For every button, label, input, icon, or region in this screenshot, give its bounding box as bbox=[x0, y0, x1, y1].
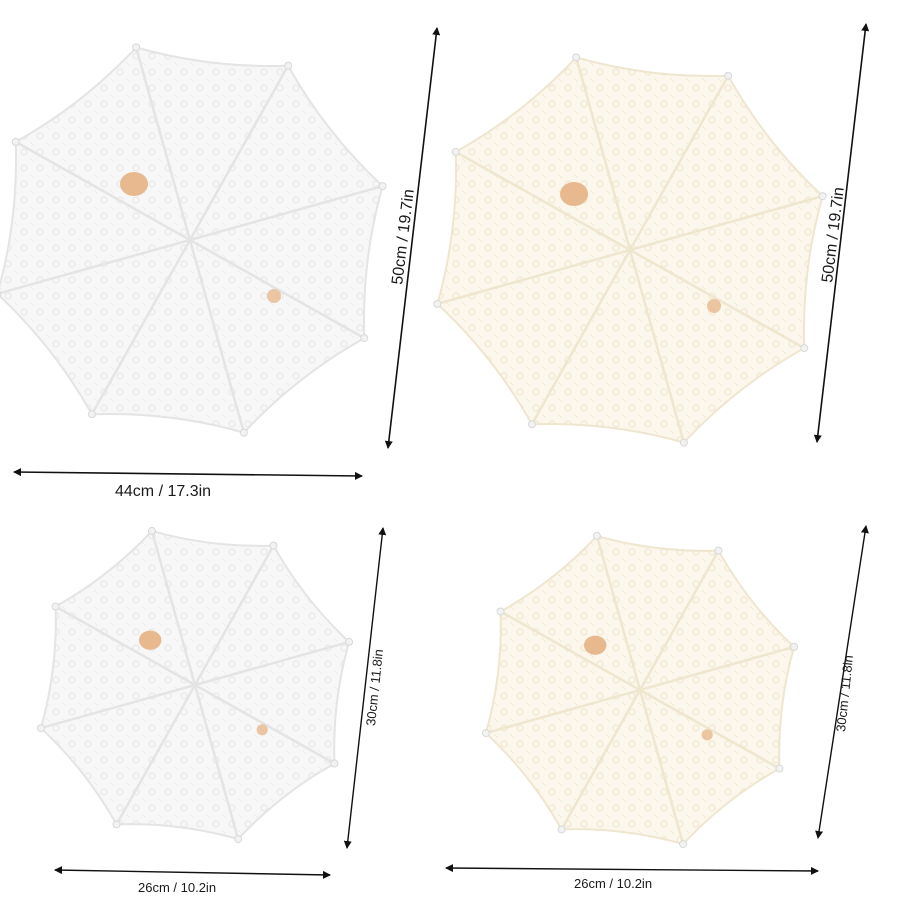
rib bbox=[638, 549, 720, 691]
rib bbox=[437, 248, 631, 306]
rib bbox=[639, 688, 781, 770]
rib-tip bbox=[790, 642, 799, 651]
rib-tip bbox=[284, 61, 293, 70]
width-arrow-small-white bbox=[54, 866, 331, 879]
rib-tip bbox=[239, 428, 248, 437]
rib-tip bbox=[345, 637, 354, 646]
height-arrow-small-beige bbox=[815, 525, 869, 839]
umbrella-small-white bbox=[36, 526, 354, 844]
rib-tip bbox=[818, 192, 827, 201]
height-arrow-large-beige bbox=[813, 23, 870, 443]
rib bbox=[639, 645, 795, 692]
rib bbox=[0, 238, 191, 295]
rib-tip bbox=[714, 546, 723, 555]
wooden-knob bbox=[120, 172, 148, 196]
rib bbox=[40, 683, 196, 730]
rib bbox=[90, 239, 192, 415]
rib-tip bbox=[132, 43, 141, 52]
rib bbox=[115, 684, 197, 826]
rib bbox=[629, 248, 805, 350]
rib-tip bbox=[360, 334, 369, 343]
width-label-small-beige: 26cm / 10.2in bbox=[574, 876, 653, 891]
rib-tip bbox=[112, 820, 121, 829]
rib-tip bbox=[36, 724, 45, 733]
rib-tip bbox=[679, 840, 688, 849]
rib-tip bbox=[592, 531, 601, 540]
width-arrow-small-beige bbox=[445, 864, 819, 875]
rib bbox=[560, 689, 642, 831]
rib bbox=[189, 238, 365, 340]
rib-tip bbox=[11, 137, 20, 146]
rib bbox=[574, 57, 632, 251]
rib-tip bbox=[433, 299, 442, 308]
umbrella-small-beige bbox=[481, 531, 799, 849]
width-arrow-large-white bbox=[13, 468, 363, 480]
wooden-knob bbox=[139, 630, 162, 650]
rib-tip bbox=[0, 290, 2, 297]
rib bbox=[194, 683, 336, 765]
rib bbox=[455, 150, 631, 252]
rib bbox=[638, 689, 685, 845]
rib bbox=[595, 535, 642, 691]
rib bbox=[485, 688, 641, 735]
height-arrow-large-white bbox=[384, 27, 441, 449]
rib-tip bbox=[87, 410, 96, 419]
rib bbox=[499, 610, 641, 692]
rib-tip bbox=[378, 182, 387, 191]
rib bbox=[134, 47, 192, 241]
rib bbox=[629, 194, 823, 252]
width-label-small-white: 26cm / 10.2in bbox=[138, 880, 217, 895]
rib bbox=[188, 65, 290, 241]
handle-ferrule bbox=[256, 724, 268, 736]
rib bbox=[189, 184, 383, 242]
rib-tip bbox=[496, 607, 505, 616]
wooden-knob bbox=[584, 635, 607, 655]
rib bbox=[193, 684, 240, 840]
rib-tip bbox=[572, 53, 581, 62]
handle-ferrule bbox=[707, 299, 721, 313]
rib bbox=[530, 249, 632, 425]
wooden-knob bbox=[560, 182, 588, 206]
rib-tip bbox=[51, 602, 60, 611]
rib-tip bbox=[481, 729, 490, 738]
rib-tip bbox=[557, 825, 566, 834]
rib-tip bbox=[234, 835, 243, 844]
umbrella-large-white bbox=[0, 43, 387, 437]
rib bbox=[150, 530, 197, 686]
rib bbox=[54, 605, 196, 687]
height-arrow-small-white bbox=[343, 527, 387, 849]
rib bbox=[188, 239, 246, 433]
rib bbox=[194, 640, 350, 687]
rib-tip bbox=[527, 420, 536, 429]
rib-tip bbox=[775, 764, 784, 773]
rib-tip bbox=[269, 541, 278, 550]
rib bbox=[15, 140, 191, 242]
handle-ferrule bbox=[701, 729, 713, 741]
rib-tip bbox=[679, 438, 688, 447]
rib-tip bbox=[330, 759, 339, 768]
handle-ferrule bbox=[267, 289, 281, 303]
width-label-large-white: 44cm / 17.3in bbox=[115, 483, 212, 500]
rib-tip bbox=[451, 147, 460, 156]
rib-tip bbox=[147, 526, 156, 535]
rib bbox=[193, 544, 275, 686]
rib bbox=[628, 75, 730, 251]
rib-tip bbox=[724, 71, 733, 80]
umbrella-large-beige bbox=[433, 53, 827, 447]
rib-tip bbox=[800, 344, 809, 353]
rib bbox=[628, 249, 686, 443]
